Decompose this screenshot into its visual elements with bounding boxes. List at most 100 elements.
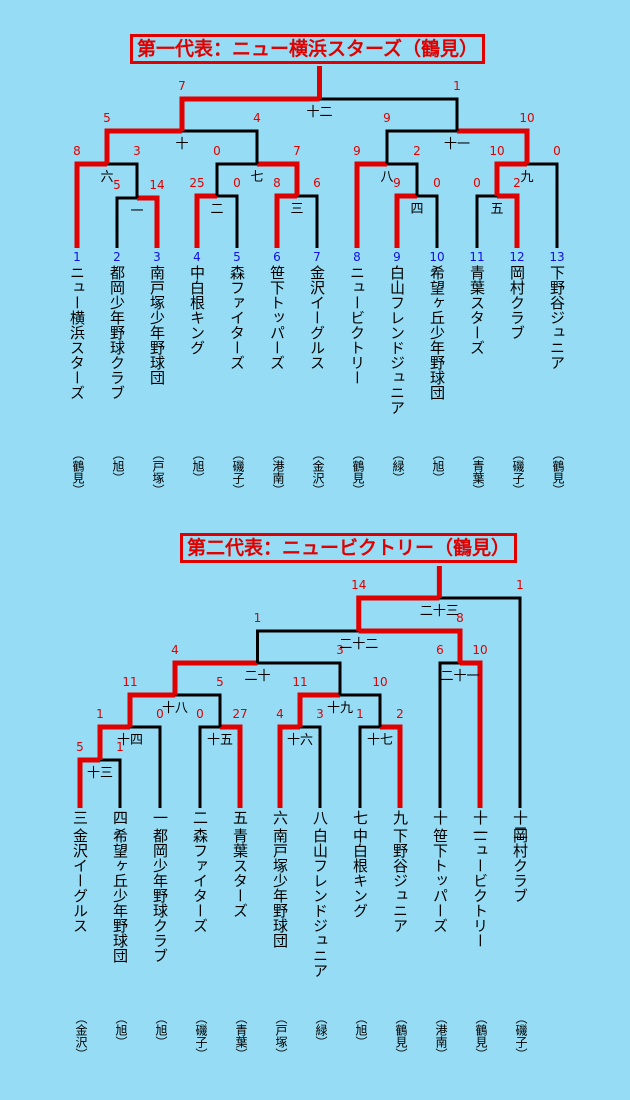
- score-label: 10: [519, 111, 535, 125]
- team-name: 金沢イーグルス: [71, 828, 89, 933]
- bracket-branch: [257, 161, 300, 196]
- match-number: 十: [175, 137, 189, 152]
- team-area: （磯子）: [231, 448, 245, 496]
- score-label: 3: [336, 643, 344, 657]
- team-name: 希望ヶ丘少年野球団: [111, 828, 129, 963]
- bracket-branch: [100, 758, 122, 808]
- bracket-title: 第二代表：ニュービクトリー（鶴見）: [180, 533, 518, 563]
- bracket-branch: [175, 693, 222, 727]
- team-area: （鶴見）: [351, 448, 365, 496]
- team-area: （戸塚）: [151, 448, 165, 496]
- team-number: 四: [111, 810, 129, 825]
- bracket-branch: [274, 193, 297, 248]
- team-name: 南戸塚少年野球団: [271, 828, 289, 948]
- score-label: 5: [76, 740, 84, 754]
- score-label: 1: [453, 79, 461, 93]
- bracket-branch: [354, 161, 387, 248]
- team-area: （磯子）: [514, 1012, 528, 1060]
- score-label: 1: [116, 740, 124, 754]
- score-label: 2: [413, 144, 421, 158]
- score-label: 1: [96, 707, 104, 721]
- team-area: （旭）: [111, 448, 125, 484]
- bracket-branch: [494, 161, 527, 196]
- score-label: 7: [178, 79, 186, 93]
- team-area: （磯子）: [194, 1012, 208, 1060]
- team-number: 五: [231, 810, 249, 825]
- score-label: 4: [171, 643, 179, 657]
- bracket-branch: [194, 193, 217, 248]
- team-number: 九: [391, 810, 409, 825]
- team-area: （旭）: [354, 1012, 368, 1048]
- seed-number: 2: [113, 250, 121, 264]
- team-name: 森ファイターズ: [191, 828, 209, 933]
- bracket-branch: [297, 194, 319, 248]
- score-label: 1: [253, 611, 262, 625]
- bracket-branch: [358, 628, 463, 663]
- seed-number: 12: [509, 250, 525, 264]
- score-label: 10: [472, 643, 488, 657]
- score-label: 0: [473, 176, 481, 190]
- score-label: 10: [489, 144, 505, 158]
- score-label: 0: [233, 176, 241, 190]
- team-name: 希望ヶ丘少年野球団: [428, 265, 446, 400]
- bracket-branch: [215, 162, 257, 196]
- score-label: 5: [113, 178, 121, 192]
- match-number: 二十: [244, 669, 271, 684]
- team-name: 笹下トッパーズ: [431, 828, 449, 933]
- match-number: 二十三: [419, 604, 459, 619]
- team-area: （旭）: [154, 1012, 168, 1048]
- bracket-branch: [217, 194, 239, 248]
- bracket-branch: [172, 660, 258, 695]
- score-label: 4: [276, 707, 284, 721]
- bracket-branch: [356, 595, 440, 631]
- match-number: 一: [130, 204, 144, 219]
- team-name: 白山フレンドジュニア: [311, 828, 329, 978]
- score-label: 0: [156, 707, 164, 721]
- team-area: （磯子）: [511, 448, 525, 496]
- match-number: 十四: [116, 733, 143, 748]
- bracket-branch: [198, 725, 220, 808]
- score-label: 1: [356, 707, 364, 721]
- score-label: 0: [433, 176, 441, 190]
- seed-number: 13: [549, 250, 565, 264]
- bracket-branch: [182, 129, 259, 164]
- seed-number: 4: [193, 250, 201, 264]
- bracket-branch: [380, 724, 403, 808]
- bracket-branch: [385, 129, 457, 164]
- bracket-branch: [127, 692, 175, 727]
- bracket-branch: [130, 725, 162, 808]
- team-area: （港南）: [271, 448, 285, 496]
- score-label: 2: [513, 176, 521, 190]
- score-label: 9: [353, 144, 361, 158]
- team-area: （戸塚）: [274, 1012, 288, 1060]
- bracket-branch: [179, 96, 320, 131]
- score-label: 3: [316, 707, 324, 721]
- team-number: 八: [311, 810, 329, 825]
- bracket-branch: [394, 193, 417, 248]
- team-number: 二: [191, 810, 209, 825]
- team-number: 十二: [511, 810, 529, 840]
- team-name: ニュービクトリー: [348, 265, 366, 385]
- bracket-branch: [438, 661, 460, 808]
- team-name: 都岡少年野球クラブ: [151, 828, 169, 963]
- team-name: 青葉スターズ: [231, 828, 249, 918]
- score-label: 5: [103, 111, 111, 125]
- seed-number: 7: [313, 250, 321, 264]
- match-number: 十二: [306, 105, 333, 120]
- score-label: 7: [293, 144, 301, 158]
- match-number: 十一: [443, 137, 470, 152]
- bracket-branch: [340, 693, 382, 727]
- team-name: ニュー横浜スターズ: [68, 265, 86, 400]
- team-area: （旭）: [191, 448, 205, 484]
- bracket-branch: [220, 724, 243, 808]
- team-number: 十一: [471, 810, 489, 840]
- score-label: 6: [436, 643, 444, 657]
- bracket-branch: [457, 128, 530, 164]
- match-number: 六: [100, 170, 114, 185]
- bracket-branch: [439, 596, 522, 808]
- match-number: 二十一: [440, 669, 480, 684]
- team-name: 森ファイターズ: [228, 265, 246, 370]
- seed-number: 1: [73, 250, 81, 264]
- bracket-branch: [104, 128, 182, 164]
- seed-number: 8: [353, 250, 361, 264]
